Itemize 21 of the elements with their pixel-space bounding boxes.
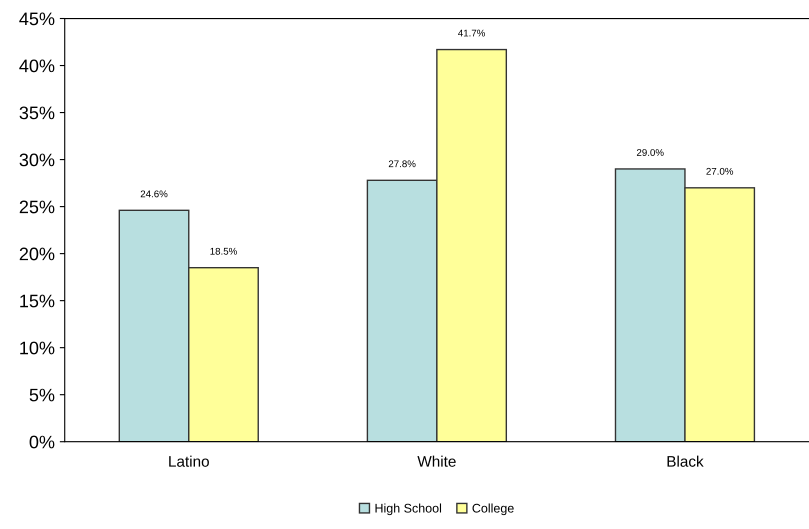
data-label: 18.5% [210,248,237,255]
y-tick-label: 40% [19,59,54,72]
y-tick-label: 25% [20,200,54,214]
y-tick-label: 10% [20,342,54,354]
y-tick-label: 20% [20,248,54,260]
data-label: 27.8% [388,160,416,168]
y-tick-label: 5% [30,388,54,402]
y-tick-label: 15% [20,294,54,308]
legend-label: High School [375,503,442,516]
data-label: 27.0% [706,168,734,175]
y-tick-label: 30% [20,154,54,166]
data-label: 41.7% [458,30,486,36]
y-tick-label: 45% [19,12,54,26]
x-tick-label: Latino [169,456,209,467]
legend-label: College [472,503,514,516]
x-tick-label: Black [668,456,704,467]
y-tick-label: 0% [30,436,54,448]
data-label: 24.6% [140,190,168,198]
data-label: 29.0% [636,149,664,156]
x-tick-label: White [417,456,456,467]
y-tick-label: 35% [20,106,54,120]
